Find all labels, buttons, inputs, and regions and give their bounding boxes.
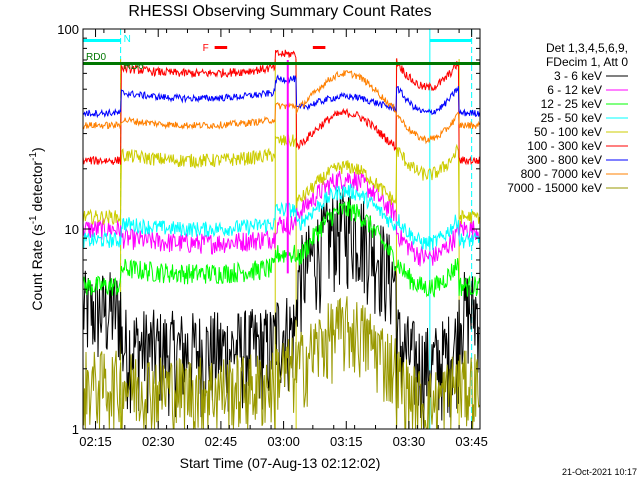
annotation-layer: N F RD0 RD6 xyxy=(83,34,480,72)
axis-layer: 02:15 02:30 02:45 03:00 03:15 03:30 03:45 1 10 10… xyxy=(57,22,488,449)
legend: Det 1,3,4,5,6,9, FDecim 1, Att 0 3 - 6 k… xyxy=(507,41,628,195)
legend-label-4: 50 - 100 keV xyxy=(534,125,602,139)
legend-label-2: 12 - 25 keV xyxy=(541,97,602,111)
x-tick-label-2: 02:45 xyxy=(205,434,238,449)
night-bar-1 xyxy=(429,39,472,42)
series-layer xyxy=(82,49,480,430)
series-line-8 xyxy=(82,296,480,430)
y-axis-label-sup2: -1 xyxy=(28,152,39,161)
x-tick-label-6: 03:45 xyxy=(455,434,488,449)
series-line-6 xyxy=(82,74,480,119)
y-axis-label-mid: detector xyxy=(29,161,45,216)
legend-label-6: 300 - 800 keV xyxy=(527,153,602,167)
flare-bar-extra-0 xyxy=(312,46,326,49)
rd-bar-0 xyxy=(83,62,480,65)
series-line-2 xyxy=(82,200,480,298)
x-tick-label-1: 02:30 xyxy=(142,434,175,449)
y-axis-label-sup1: -1 xyxy=(28,215,39,224)
legend-header-line-1: Det 1,3,4,5,6,9, xyxy=(546,41,628,55)
legend-label-7: 800 - 7000 keV xyxy=(521,167,602,181)
x-tick-label-3: 03:00 xyxy=(267,434,300,449)
y-axis-label: Count Rate (s-1 detector-1) xyxy=(28,147,45,310)
y-tick-label-0: 1 xyxy=(72,422,79,437)
legend-header-line-2: FDecim 1, Att 0 xyxy=(546,55,628,69)
series-line-0 xyxy=(82,188,480,430)
flare-bar-0 xyxy=(214,46,228,49)
y-tick-label-2: 100 xyxy=(57,22,79,37)
legend-label-0: 3 - 6 keV xyxy=(554,69,602,83)
night-bar-0 xyxy=(83,39,121,42)
series-line-5 xyxy=(82,49,480,166)
series-line-4 xyxy=(82,134,480,226)
legend-label-1: 6 - 12 keV xyxy=(547,83,602,97)
flare-label: F xyxy=(203,43,209,54)
y-tick-label-1: 10 xyxy=(65,222,79,237)
x-tick-label-0: 02:15 xyxy=(79,434,112,449)
y-axis-label-main: Count Rate (s xyxy=(29,224,45,310)
x-axis-label: Start Time (07-Aug-13 02:12:02) xyxy=(180,455,381,471)
legend-label-5: 100 - 300 keV xyxy=(527,139,602,153)
rd0-label: RD0 xyxy=(86,52,106,63)
series-line-7 xyxy=(82,70,480,145)
chart-title: RHESSI Observing Summary Count Rates xyxy=(128,3,431,20)
legend-label-3: 25 - 50 keV xyxy=(541,111,602,125)
x-tick-label-5: 03:30 xyxy=(393,434,426,449)
rd6-label: RD6 xyxy=(124,61,144,72)
y-axis-label-end: ) xyxy=(29,147,45,152)
series-line-3 xyxy=(82,183,480,251)
timestamp: 21-Oct-2021 10:17 xyxy=(562,467,637,477)
x-tick-label-4: 03:15 xyxy=(330,434,363,449)
night-label: N xyxy=(124,34,131,45)
legend-label-8: 7000 - 15000 keV xyxy=(507,181,602,195)
